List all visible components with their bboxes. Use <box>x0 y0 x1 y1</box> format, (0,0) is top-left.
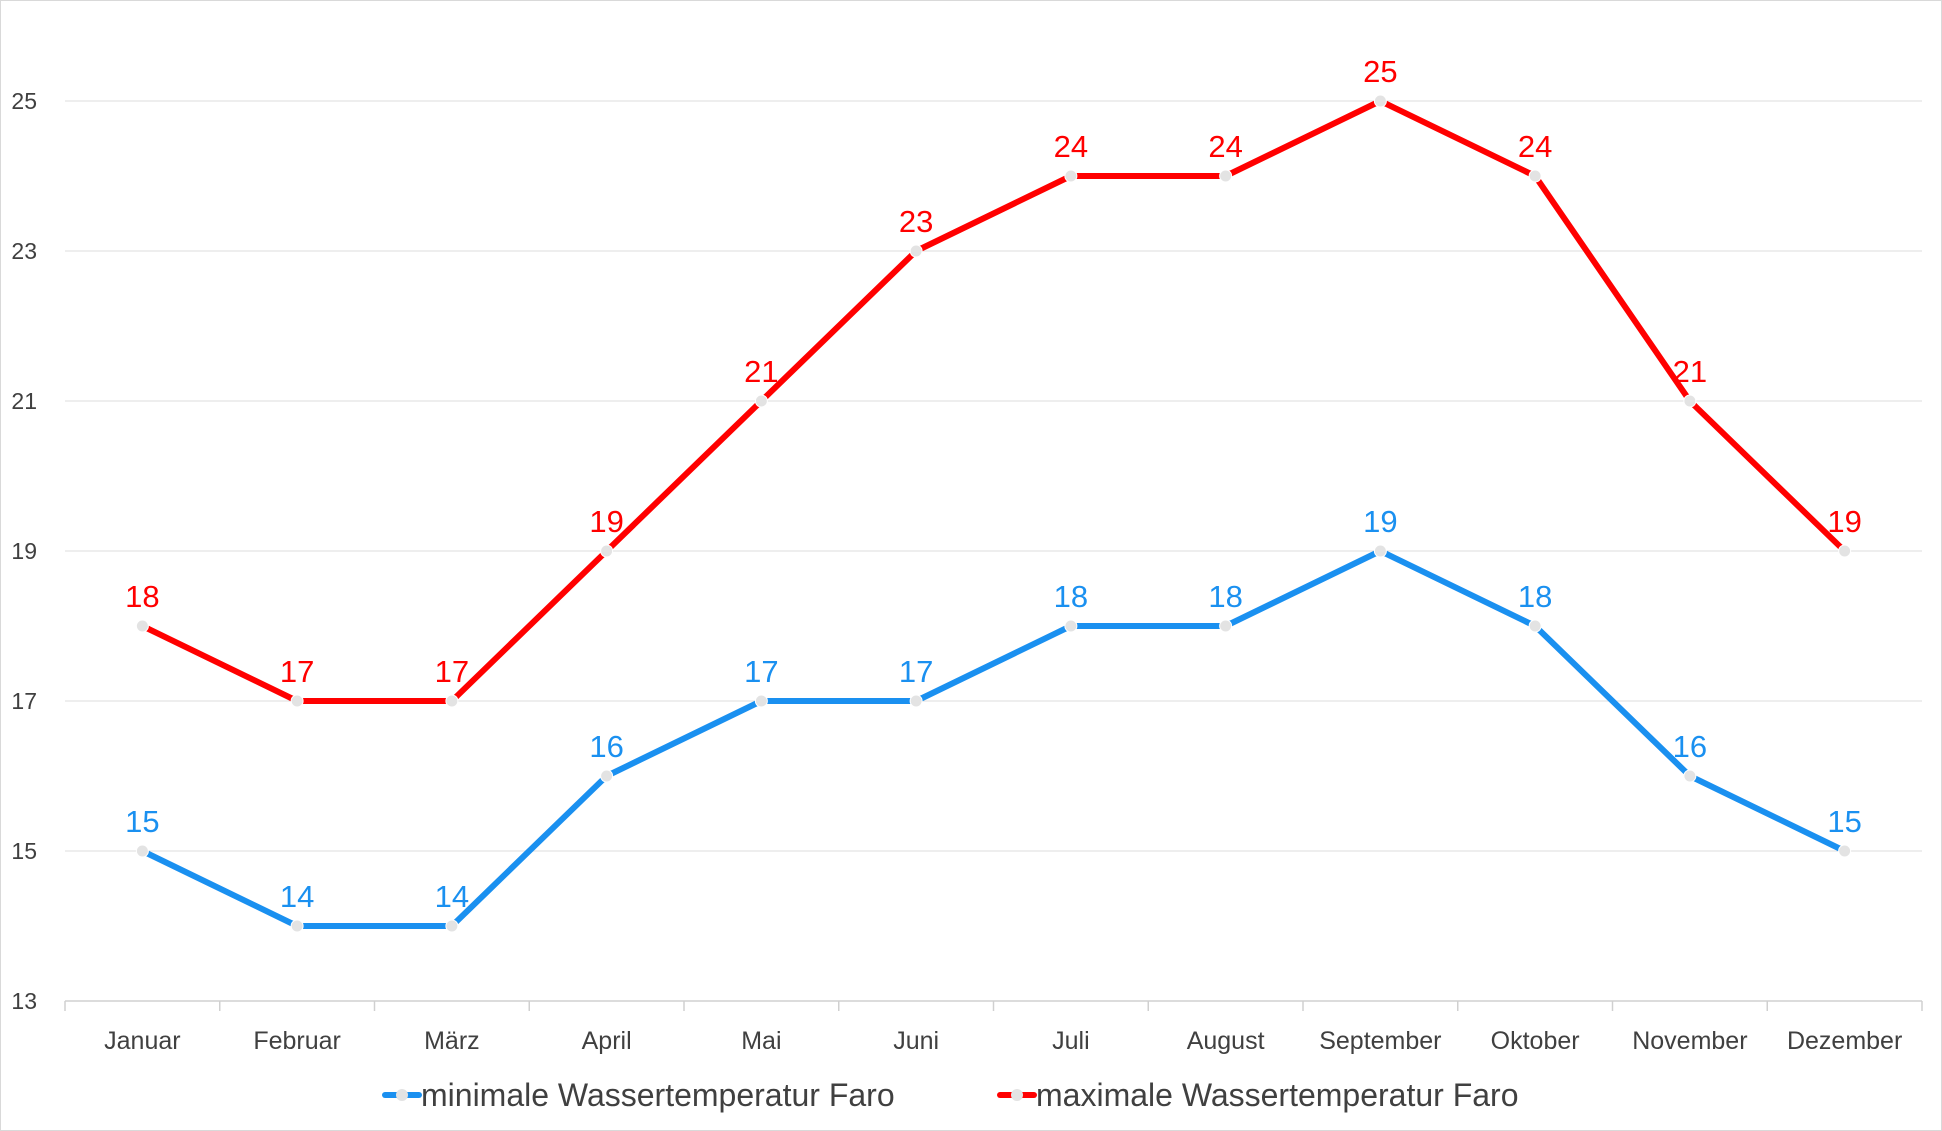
data-label: 24 <box>1208 129 1242 164</box>
y-tick-label: 23 <box>11 238 37 264</box>
data-point <box>754 694 768 708</box>
data-point <box>1838 844 1852 858</box>
data-label: 17 <box>744 654 778 689</box>
y-tick-label: 15 <box>11 838 37 864</box>
data-label: 18 <box>125 579 159 614</box>
data-point <box>445 694 459 708</box>
data-labels: 15 14 14 16 17 17 18 18 19 18 16 15 18 17 17 19 21 23 24 24… <box>125 54 1862 914</box>
data-label: 17 <box>280 654 314 689</box>
data-point <box>909 694 923 708</box>
data-point <box>1064 169 1078 183</box>
data-point <box>600 769 614 783</box>
x-tick-label: Juli <box>1052 1027 1090 1055</box>
x-tick-label: November <box>1632 1027 1747 1055</box>
x-tick-label: Januar <box>104 1027 180 1055</box>
data-label: 19 <box>1827 504 1861 539</box>
data-label: 16 <box>589 729 623 764</box>
data-point <box>135 619 149 633</box>
data-label: 17 <box>899 654 933 689</box>
data-label: 23 <box>899 204 933 239</box>
x-tick-label: April <box>582 1027 632 1055</box>
series-line-1 <box>139 98 1848 704</box>
data-point <box>1373 544 1387 558</box>
data-point <box>1683 394 1697 408</box>
x-tick-label: März <box>424 1027 480 1055</box>
data-point <box>1373 94 1387 108</box>
y-tick-label: 17 <box>11 688 37 714</box>
x-tick-label: Oktober <box>1491 1027 1580 1055</box>
data-label: 17 <box>435 654 469 689</box>
data-label: 14 <box>435 879 469 914</box>
legend-label: maximale Wassertemperatur Faro <box>1036 1077 1519 1113</box>
data-point <box>1064 619 1078 633</box>
x-tick-label: Februar <box>253 1027 341 1055</box>
series-lines <box>135 94 1852 933</box>
data-label: 21 <box>1673 354 1707 389</box>
data-point <box>1219 619 1233 633</box>
data-label: 25 <box>1363 54 1397 89</box>
x-tick-label: September <box>1319 1027 1441 1055</box>
data-point <box>1528 169 1542 183</box>
data-point <box>1838 544 1852 558</box>
data-label: 18 <box>1518 579 1552 614</box>
data-label: 19 <box>1363 504 1397 539</box>
data-label: 18 <box>1054 579 1088 614</box>
data-label: 15 <box>125 804 159 839</box>
y-tick-label: 13 <box>11 988 37 1014</box>
data-label: 19 <box>589 504 623 539</box>
legend-label: minimale Wassertemperatur Faro <box>421 1077 895 1113</box>
x-tick-label: August <box>1187 1027 1265 1055</box>
legend-marker <box>396 1089 408 1101</box>
data-label: 21 <box>744 354 778 389</box>
y-tick-label: 21 <box>11 388 37 414</box>
data-label: 24 <box>1518 129 1552 164</box>
x-tick-label: Mai <box>741 1027 781 1055</box>
data-label: 14 <box>280 879 314 914</box>
data-point <box>754 394 768 408</box>
data-point <box>1683 769 1697 783</box>
legend: minimale Wassertemperatur Faro maximale W… <box>382 1077 1519 1113</box>
legend-marker <box>1011 1089 1023 1101</box>
data-label: 15 <box>1827 804 1861 839</box>
y-tick-label: 25 <box>11 88 37 114</box>
data-point <box>1219 169 1233 183</box>
data-point <box>445 919 459 933</box>
y-tick-label: 19 <box>11 538 37 564</box>
data-label: 24 <box>1054 129 1088 164</box>
axes: 13 15 17 19 21 23 25 Januar Februar März April Mai J… <box>11 88 1923 1055</box>
data-point <box>135 844 149 858</box>
data-point <box>1528 619 1542 633</box>
data-point <box>290 694 304 708</box>
data-point <box>600 544 614 558</box>
data-point <box>909 244 923 258</box>
x-tick-label: Dezember <box>1787 1027 1902 1055</box>
series-line-0 <box>139 548 1848 929</box>
x-tick-label: Juni <box>893 1027 939 1055</box>
data-label: 18 <box>1208 579 1242 614</box>
data-point <box>290 919 304 933</box>
data-label: 16 <box>1673 729 1707 764</box>
